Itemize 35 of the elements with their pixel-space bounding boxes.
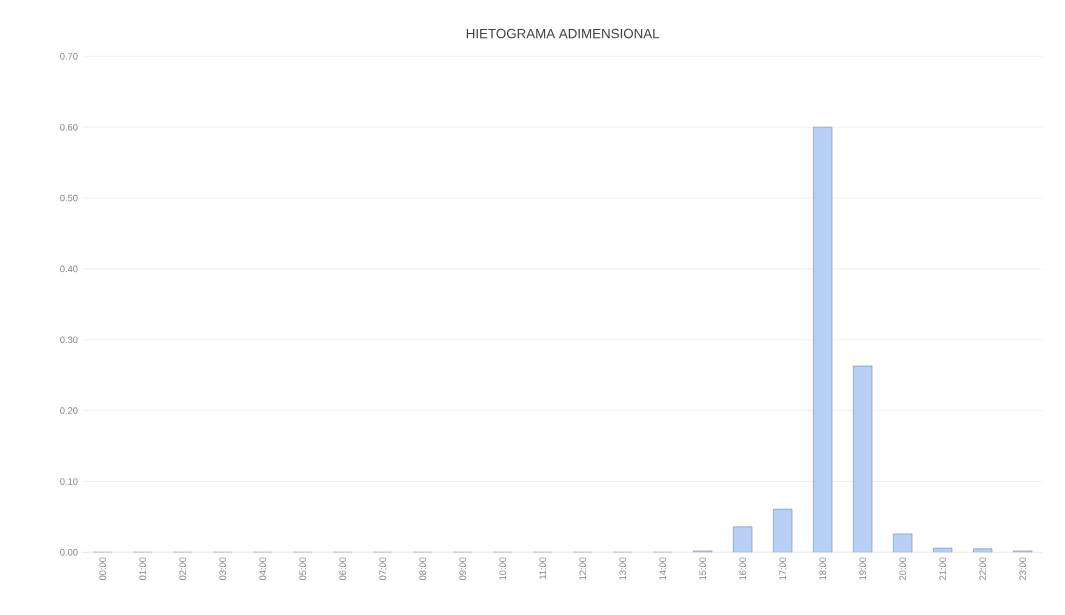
x-tick-label: 01:00 — [139, 557, 146, 581]
y-tick-label: 0.50 — [60, 194, 78, 202]
y-tick-label: 0.40 — [60, 265, 78, 273]
x-tick-label: 18:00 — [819, 557, 826, 580]
x-tick-label: 12:00 — [579, 557, 586, 580]
x-tick-label: 07:00 — [379, 557, 386, 581]
x-tick-label: 04:00 — [259, 557, 266, 581]
y-tick-label: 0.60 — [60, 123, 78, 131]
y-tick-label: 0.30 — [60, 336, 78, 344]
x-tick-label: 05:00 — [299, 557, 306, 581]
x-tick-label: 09:00 — [459, 557, 466, 581]
x-tick-label: 19:00 — [859, 557, 866, 580]
x-tick-label: 03:00 — [219, 557, 226, 581]
chart-title: HIETOGRAMA ADIMENSIONAL — [466, 28, 660, 39]
y-tick-label: 0.70 — [60, 53, 78, 60]
x-tick-label: 13:00 — [619, 557, 626, 580]
bar — [813, 126, 833, 553]
y-tick-label: 0.00 — [60, 549, 78, 556]
x-tick-label: 21:00 — [939, 557, 946, 580]
x-tick-label: 20:00 — [899, 557, 906, 580]
y-tick-label: 0.20 — [60, 407, 78, 414]
x-tick-label: 14:00 — [659, 557, 666, 580]
x-tick-label: 11:00 — [539, 557, 546, 579]
x-tick-label: 10:00 — [499, 557, 506, 580]
x-tick-label: 17:00 — [779, 557, 786, 580]
x-tick-label: 08:00 — [419, 557, 426, 581]
x-tick-label: 23:00 — [1019, 557, 1026, 580]
x-tick-label: 02:00 — [179, 557, 186, 581]
x-tick-label: 00:00 — [99, 557, 106, 581]
bar — [853, 365, 873, 553]
x-tick-label: 15:00 — [699, 557, 706, 580]
x-tick-label: 16:00 — [739, 557, 746, 580]
y-tick-label: 0.10 — [60, 478, 78, 485]
x-tick-label: 06:00 — [339, 557, 346, 581]
x-tick-label: 22:00 — [979, 557, 986, 580]
